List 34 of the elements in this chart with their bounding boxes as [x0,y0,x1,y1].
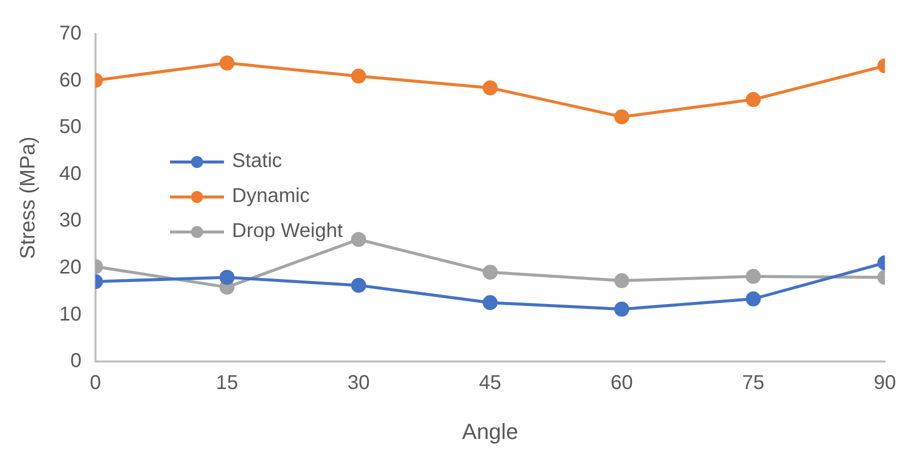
point [746,291,761,306]
point [746,268,761,284]
x-tick-label: 0 [90,372,102,394]
point [614,273,630,288]
x-tick-label: 75 [742,372,764,394]
y-tick-label: 70 [59,22,82,45]
point [482,295,498,310]
legend-label: Dynamic [232,185,310,208]
point [482,264,498,280]
point [351,68,366,84]
y-tick-label: 20 [59,256,82,279]
x-tick-label: 90 [874,372,896,394]
y-tick-label: 50 [59,116,82,138]
legend-label: Static [232,150,282,173]
y-axis-title: Stress (MPa) [16,136,40,260]
x-tick-label: 60 [610,372,633,394]
y-tick-label: 30 [59,210,82,232]
point [220,56,235,71]
point [614,109,630,124]
y-tick-label: 40 [59,162,82,185]
x-tick-label: 45 [479,372,502,394]
x-tick-label: 15 [216,372,238,394]
y-tick-label: 10 [59,303,82,326]
point [351,232,366,247]
x-tick-label: 30 [347,372,370,394]
point [482,80,498,96]
point [351,278,366,293]
point [746,92,761,108]
x-axis-title: Angle [462,418,518,444]
y-tick-label: 60 [59,69,82,92]
point [220,270,235,285]
point [614,302,630,317]
legend-label: Drop Weight [232,220,343,243]
y-tick-label: 0 [70,350,82,372]
